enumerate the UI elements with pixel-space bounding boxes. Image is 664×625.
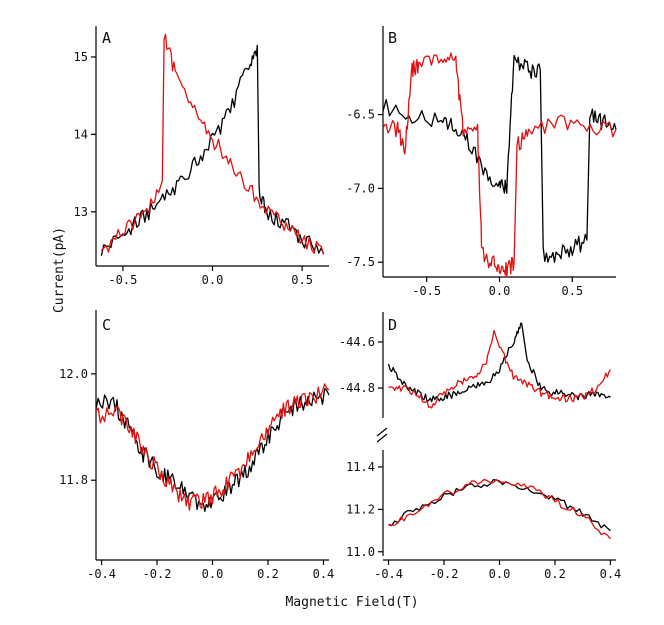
axis-break-mark [376,427,388,437]
y-tick-label-B: -6.5 [346,108,375,122]
series-red-C [95,383,330,511]
x-tick-label-D: 0.4 [600,567,622,581]
y-tick-label-B: -7.0 [346,181,375,195]
x-axis-label: Magnetic Field(T) [285,595,418,610]
x-tick-label-D: 0.2 [544,567,566,581]
x-tick-label-A: -0.5 [108,273,137,287]
y-tick-label-C: 11.8 [59,473,88,487]
series-red-D [388,329,612,409]
series-red-D [388,478,612,540]
panel-label-A: A [102,29,111,47]
x-tick-label-A: 0.5 [291,273,313,287]
axis-break-mark [376,433,388,443]
x-tick-label-D: 0.0 [489,567,511,581]
x-tick-label-A: 0.0 [202,273,224,287]
series-black-A [100,44,325,256]
y-tick-label-A: 14 [74,127,88,141]
y-tick-label-D: 11.4 [346,460,375,474]
series-black-C [95,387,330,513]
y-tick-label-D: -44.8 [339,381,375,395]
x-tick-label-C: -0.4 [87,567,116,581]
y-tick-label-A: 13 [74,205,88,219]
x-tick-label-D: -0.4 [374,567,403,581]
y-tick-label-D: 11.2 [346,502,375,516]
y-tick-label-D: -44.6 [339,335,375,349]
x-tick-label-B: -0.5 [412,284,441,298]
panel-label-B: B [388,29,397,47]
x-tick-label-C: 0.4 [313,567,335,581]
y-tick-label-C: 12.0 [59,367,88,381]
x-tick-label-B: 0.0 [489,284,511,298]
y-axis-label: Current(pA) [52,227,67,313]
panel-label-D: D [388,316,397,334]
series-red-A [100,33,325,255]
series-red-B [382,52,617,278]
panel-label-C: C [102,316,111,334]
series-black-D [387,322,611,403]
y-tick-label-A: 15 [74,50,88,64]
y-tick-label-B: -7.5 [346,255,375,269]
series-black-D [388,479,611,532]
x-tick-label-C: 0.0 [202,567,224,581]
series-black-B [382,54,617,263]
x-tick-label-C: 0.2 [257,567,279,581]
x-tick-label-C: -0.2 [143,567,172,581]
x-tick-label-D: -0.2 [430,567,459,581]
y-tick-label-D: 11.0 [346,545,375,559]
x-tick-label-B: 0.5 [561,284,583,298]
